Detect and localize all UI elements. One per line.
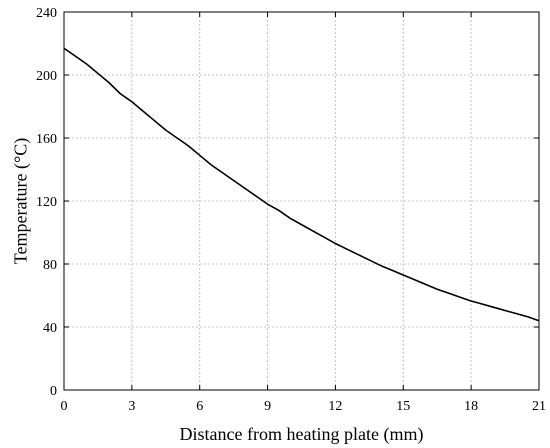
y-tick-label: 120 (36, 195, 57, 210)
temperature-series-line (63, 47, 540, 322)
x-tick-label: 18 (464, 399, 478, 414)
y-tick-label: 40 (43, 321, 57, 336)
x-tick-label: 9 (264, 399, 271, 414)
x-tick-labels: 0 3 6 9 12 15 18 21 (61, 399, 547, 414)
plot-frame (63, 11, 540, 391)
x-tick-label: 21 (532, 399, 546, 414)
x-axis-title: Distance from heating plate (mm) (180, 424, 424, 445)
x-tick-label: 6 (196, 399, 203, 414)
series-layer (63, 47, 540, 322)
y-tick-label: 0 (50, 384, 57, 399)
y-tick-labels: 0 40 80 120 160 200 240 (36, 6, 57, 399)
x-tick-label: 12 (328, 399, 342, 414)
x-tick-label: 15 (396, 399, 410, 414)
y-tick-label: 240 (36, 6, 57, 21)
x-tick-label: 3 (128, 399, 135, 414)
y-tick-label: 80 (43, 258, 57, 273)
x-tick-label: 0 (61, 399, 68, 414)
grid (64, 12, 539, 390)
y-tick-label: 160 (36, 132, 57, 147)
y-tick-label: 200 (36, 69, 57, 84)
y-axis-title: Temperature (°C) (10, 138, 31, 264)
